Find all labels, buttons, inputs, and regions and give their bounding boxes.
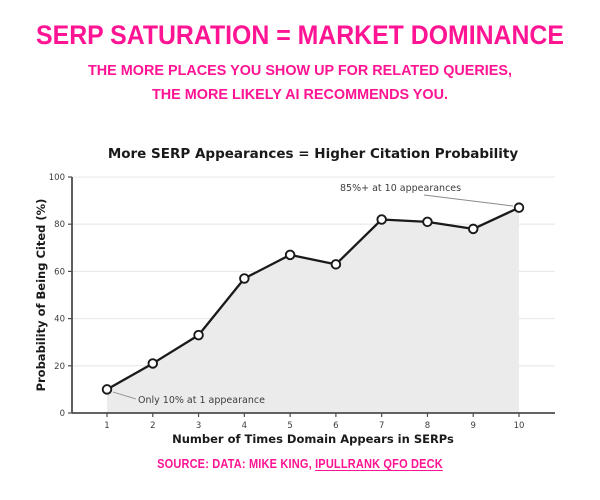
source-prefix: SOURCE: DATA: MIKE KING,	[157, 457, 316, 471]
page-subtitle: THE MORE PLACES YOU SHOW UP FOR RELATED …	[12, 59, 588, 107]
series-line	[105, 206, 521, 391]
page-title: SERP SATURATION = MARKET DOMINANCE	[36, 20, 564, 50]
x-tick-label: 5	[287, 421, 292, 431]
area-under-curve	[107, 207, 519, 413]
data-point-marker	[147, 358, 159, 369]
y-tick-label: 20	[54, 362, 65, 372]
y-tick-label: 0	[60, 409, 65, 419]
x-tick-label: 10	[514, 421, 525, 431]
area-fill	[107, 207, 519, 413]
y-tick-label: 80	[54, 220, 65, 230]
x-tick-label: 3	[196, 421, 201, 431]
data-point-marker	[422, 216, 433, 228]
x-axis-label: Number of Times Domain Appears in SERPs	[172, 432, 454, 446]
data-point-marker	[239, 273, 250, 284]
data-point-marker	[376, 214, 387, 225]
source-link[interactable]: IPULLRANK QFO DECK	[315, 457, 443, 471]
citation-probability-chart: More SERP Appearances = Higher Citation …	[30, 140, 570, 450]
axes: 0 20 40 60 80 100 1 2 3 4 5 6 7 8 9 10	[49, 173, 555, 431]
citation-probability-line	[105, 206, 521, 391]
annotation-text: 85%+ at 10 appearances	[340, 183, 461, 194]
y-tick-label: 100	[49, 173, 65, 183]
annotation-leader-line	[112, 391, 137, 400]
data-point-marker	[467, 223, 479, 235]
y-tick-label: 60	[54, 267, 65, 277]
data-point-marker	[284, 249, 296, 261]
line-chart-canvas: More SERP Appearances = Higher Citation …	[34, 146, 555, 446]
chart-title: More SERP Appearances = Higher Citation …	[108, 146, 519, 162]
data-point-marker	[513, 202, 525, 213]
x-tick-label: 2	[150, 421, 155, 431]
x-tick-label: 8	[425, 421, 430, 431]
data-point-markers	[101, 202, 525, 395]
subtitle-line-2: THE MORE LIKELY AI RECOMMENDS YOU.	[151, 86, 449, 103]
y-axis-label: Probability of Being Cited (%)	[34, 199, 48, 392]
annotation-leader-line	[423, 194, 514, 207]
data-point-marker	[101, 384, 113, 395]
annotations: 85%+ at 10 appearances Only 10% at 1 appe…	[112, 183, 514, 406]
x-tick-label: 1	[104, 421, 109, 431]
x-tick-label: 6	[333, 421, 338, 431]
x-tick-label: 4	[242, 421, 247, 431]
data-point-marker	[330, 259, 342, 270]
x-tick-label: 7	[379, 421, 384, 431]
source-attribution: SOURCE: DATA: MIKE KING, IPULLRANK QFO D…	[36, 457, 564, 471]
subtitle-line-1: THE MORE PLACES YOU SHOW UP FOR RELATED …	[87, 62, 513, 79]
x-tick-label: 9	[471, 421, 476, 431]
y-tick-label: 40	[54, 315, 65, 325]
data-point-marker	[193, 329, 204, 341]
annotation-text: Only 10% at 1 appearance	[138, 395, 265, 406]
